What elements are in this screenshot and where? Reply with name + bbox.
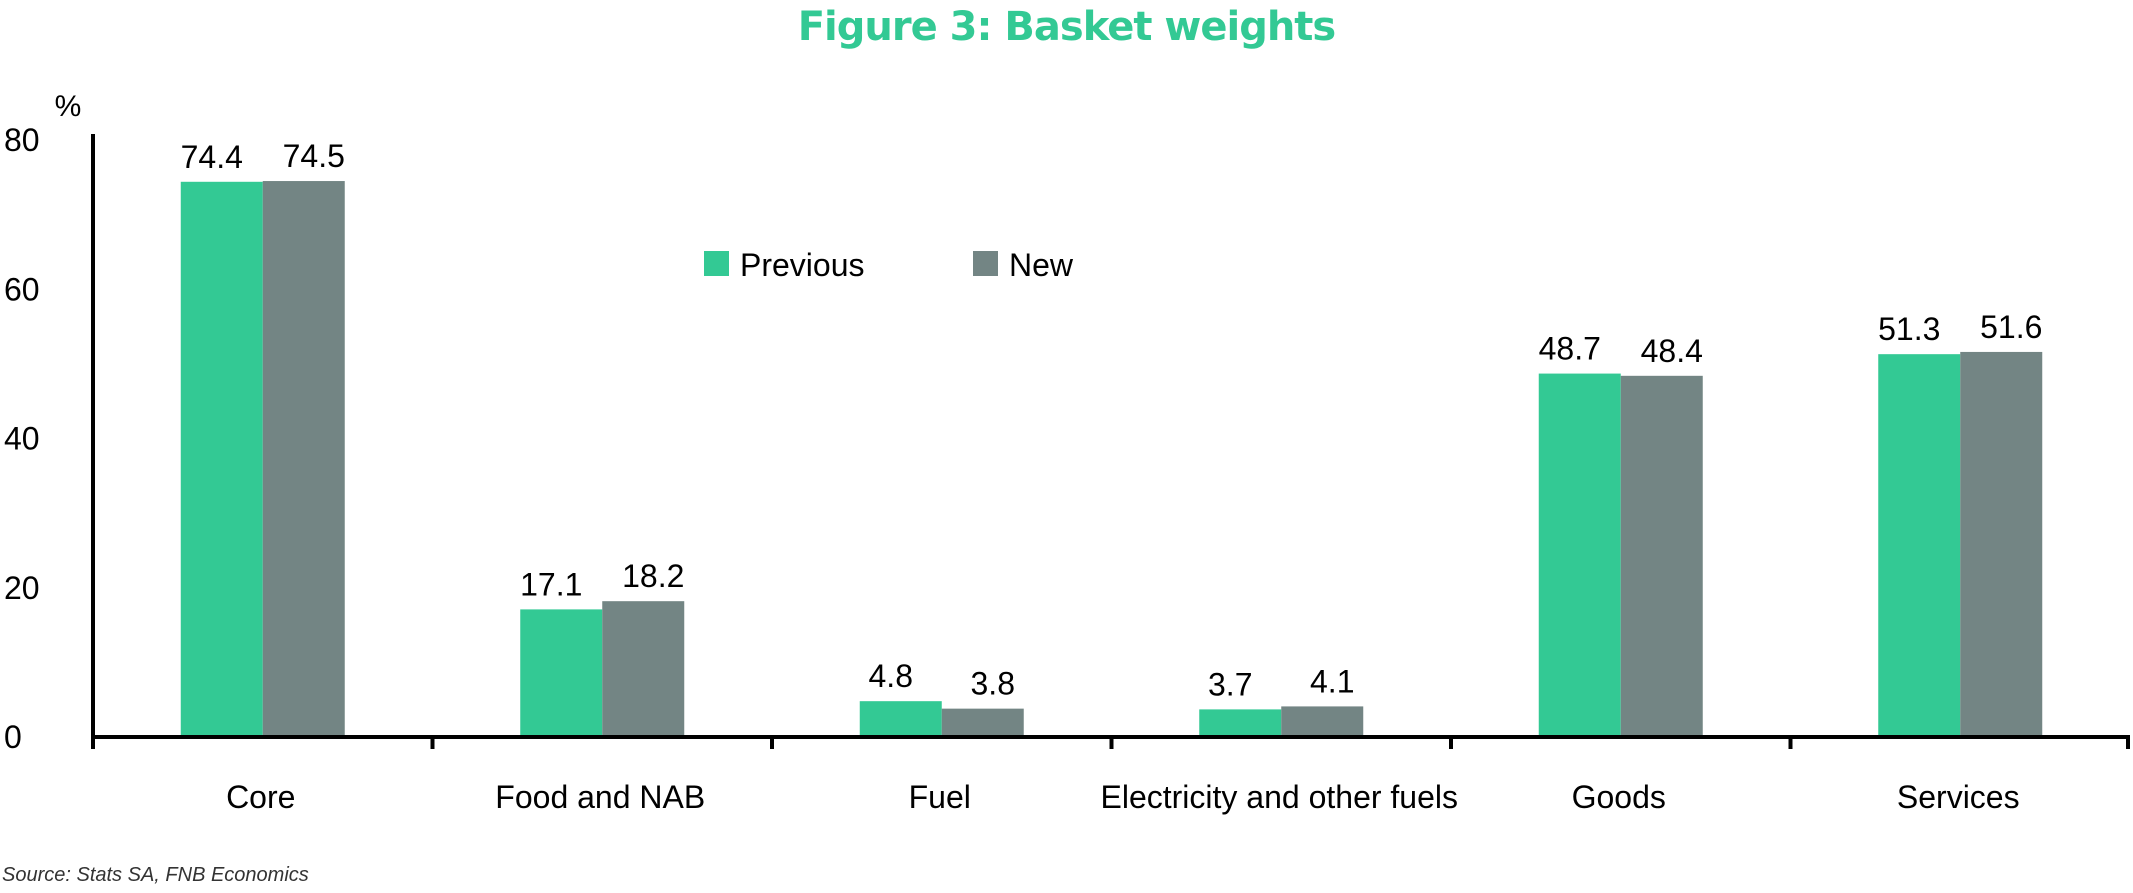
y-tick-label-0: 0 <box>4 719 22 755</box>
data-label-new-5: 51.6 <box>1980 309 2042 345</box>
bar-previous-4 <box>1538 373 1621 737</box>
legend-swatch-previous <box>704 251 729 276</box>
category-label-1: Food and NAB <box>495 779 705 815</box>
data-label-previous-2: 4.8 <box>869 658 913 694</box>
category-label-4: Goods <box>1572 779 1666 815</box>
bar-previous-3 <box>1199 709 1282 737</box>
y-tick-label-3: 60 <box>4 271 40 307</box>
y-tick-label-2: 40 <box>4 421 40 457</box>
legend: Previous New <box>704 247 1074 283</box>
y-tick-label-4: 80 <box>4 122 40 158</box>
bar-previous-2 <box>859 701 942 737</box>
legend-swatch-new <box>973 251 998 276</box>
bar-new-1 <box>602 601 685 737</box>
data-label-previous-1: 17.1 <box>520 566 582 602</box>
source-note: Source: Stats SA, FNB Economics <box>2 864 309 886</box>
y-tick-labels-group: 0 20 40 60 80 <box>4 122 40 755</box>
bar-previous-5 <box>1878 354 1961 737</box>
data-label-new-1: 18.2 <box>622 558 684 594</box>
category-label-5: Services <box>1897 779 2020 815</box>
data-label-previous-5: 51.3 <box>1878 311 1940 347</box>
bar-new-0 <box>262 181 345 737</box>
data-label-new-4: 48.4 <box>1641 333 1703 369</box>
bar-previous-0 <box>180 181 263 738</box>
bar-new-3 <box>1281 706 1364 737</box>
category-labels-group: Core Food and NAB Fuel Electricity and othe… <box>226 779 2020 815</box>
data-label-previous-4: 48.7 <box>1539 331 1601 367</box>
data-labels-group: 74.4 74.5 17.1 18.2 4.8 3.8 3.7 4.1 48.7 48.4 51.3… <box>181 138 2043 702</box>
legend-label-new: New <box>1009 247 1074 283</box>
category-label-2: Fuel <box>909 779 971 815</box>
chart-title: Figure 3: Basket weights <box>797 4 1337 50</box>
axes-group <box>91 134 2130 749</box>
legend-label-previous: Previous <box>740 247 865 283</box>
bar-new-4 <box>1620 375 1703 737</box>
data-label-new-3: 4.1 <box>1310 663 1354 699</box>
y-axis-unit-label: % <box>55 90 82 123</box>
y-tick-label-1: 20 <box>4 570 40 606</box>
data-label-new-0: 74.5 <box>283 138 345 174</box>
data-label-previous-0: 74.4 <box>181 139 243 175</box>
category-label-3: Electricity and other fuels <box>1101 779 1459 815</box>
data-label-previous-3: 3.7 <box>1208 666 1252 702</box>
bar-new-2 <box>941 708 1024 737</box>
data-label-new-2: 3.8 <box>971 666 1015 702</box>
category-label-0: Core <box>226 779 295 815</box>
bars-group <box>180 181 2043 738</box>
bar-previous-1 <box>520 609 603 737</box>
bar-new-5 <box>1960 351 2043 737</box>
